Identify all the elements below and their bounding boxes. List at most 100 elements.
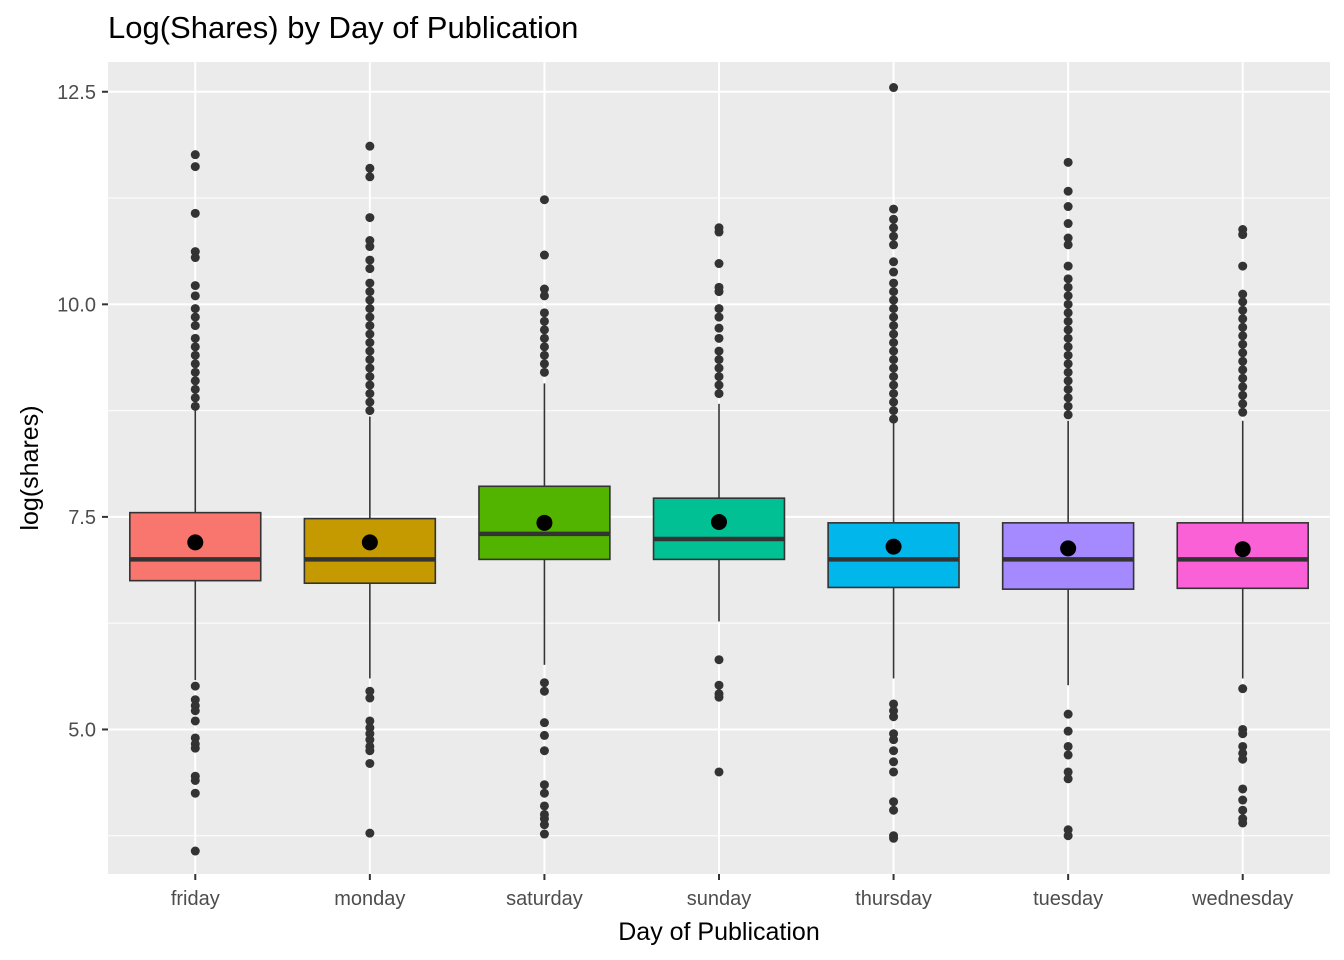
outlier-point <box>365 278 375 288</box>
outlier-point <box>365 389 375 399</box>
outlier-point <box>365 295 375 305</box>
outlier-point <box>190 706 200 716</box>
outlier-point <box>1238 365 1248 375</box>
outlier-point <box>190 342 200 352</box>
outlier-point <box>190 162 200 172</box>
outlier-point <box>1238 373 1248 383</box>
outlier-point <box>1063 750 1073 760</box>
outlier-point <box>889 406 899 416</box>
outlier-point <box>539 284 549 294</box>
outlier-point <box>1063 233 1073 243</box>
outlier-point <box>1238 684 1248 694</box>
mean-point <box>885 538 902 555</box>
outlier-point <box>539 686 549 696</box>
outlier-point <box>1238 339 1248 349</box>
box-group-sunday <box>652 223 786 777</box>
outlier-point <box>889 712 899 722</box>
outlier-point <box>1063 202 1073 212</box>
outlier-point <box>539 250 549 260</box>
outlier-point <box>365 406 375 416</box>
outlier-point <box>714 259 724 269</box>
box-group-wednesday <box>1176 225 1309 828</box>
outlier-point <box>1063 219 1073 229</box>
outlier-point <box>539 359 549 369</box>
outlier-point <box>365 141 375 151</box>
outlier-point <box>539 291 549 301</box>
outlier-point <box>365 693 375 703</box>
outlier-point <box>714 355 724 365</box>
outlier-point <box>889 338 899 348</box>
outlier-point <box>365 355 375 365</box>
outlier-point <box>889 833 899 843</box>
outlier-point <box>539 678 549 688</box>
outlier-point <box>714 380 724 390</box>
outlier-point <box>1238 407 1248 417</box>
outlier-point <box>1238 729 1248 739</box>
outlier-point <box>1238 356 1248 366</box>
outlier-point <box>365 758 375 768</box>
x-tick-label: saturday <box>506 888 583 910</box>
outlier-point <box>365 255 375 265</box>
outlier-point <box>539 316 549 326</box>
outlier-point <box>889 372 899 382</box>
outlier-point <box>714 655 724 665</box>
x-tick-label: wednesday <box>1191 888 1293 910</box>
outlier-point <box>365 287 375 297</box>
outlier-point <box>365 828 375 838</box>
outlier-point <box>714 346 724 356</box>
outlier-point <box>365 716 375 726</box>
outlier-point <box>190 743 200 753</box>
outlier-point <box>190 384 200 394</box>
mean-point <box>711 513 727 530</box>
outlier-point <box>365 346 375 356</box>
outlier-point <box>1238 795 1248 805</box>
outlier-point <box>539 308 549 318</box>
outlier-point <box>889 757 899 767</box>
box-group-tuesday <box>1001 157 1135 841</box>
outlier-point <box>365 304 375 314</box>
outlier-point <box>889 414 899 424</box>
outlier-point <box>1063 376 1073 386</box>
outlier-point <box>1063 274 1073 284</box>
outlier-point <box>190 253 200 263</box>
x-tick-label: thursday <box>855 888 932 910</box>
outlier-point <box>365 329 375 339</box>
outlier-point <box>539 730 549 740</box>
outlier-point <box>1063 410 1073 420</box>
outlier-point <box>889 83 899 93</box>
mean-point <box>1234 541 1251 558</box>
outlier-point <box>1063 308 1073 318</box>
x-tick-label: monday <box>334 888 405 910</box>
outlier-point <box>714 692 724 702</box>
outlier-point <box>889 355 899 365</box>
outlier-point <box>889 295 899 305</box>
outlier-point <box>889 204 899 214</box>
outlier-point <box>889 312 899 322</box>
outlier-point <box>539 746 549 756</box>
outlier-point <box>1063 767 1073 777</box>
outlier-point <box>1063 186 1073 196</box>
outlier-point <box>714 363 724 373</box>
outlier-point <box>889 321 899 331</box>
outlier-point <box>190 150 200 160</box>
chart-title: Log(Shares) by Day of Publication <box>108 10 579 45</box>
outlier-point <box>1238 289 1248 299</box>
outlier-point <box>714 312 724 322</box>
outlier-point <box>1238 390 1248 400</box>
outlier-point <box>1063 240 1073 250</box>
outlier-point <box>365 686 375 696</box>
outlier-point <box>539 367 549 377</box>
box-group-monday <box>303 141 437 838</box>
outlier-point <box>1063 342 1073 352</box>
outlier-point <box>889 304 899 314</box>
outlier-point <box>714 304 724 314</box>
outlier-point <box>190 393 200 403</box>
y-tick-label: 5.0 <box>68 719 96 741</box>
outlier-point <box>190 367 200 377</box>
outlier-point <box>1063 299 1073 309</box>
outlier-point <box>1063 291 1073 301</box>
outlier-point <box>889 287 899 297</box>
outlier-point <box>190 846 200 856</box>
outlier-point <box>539 829 549 839</box>
outlier-point <box>889 380 899 390</box>
